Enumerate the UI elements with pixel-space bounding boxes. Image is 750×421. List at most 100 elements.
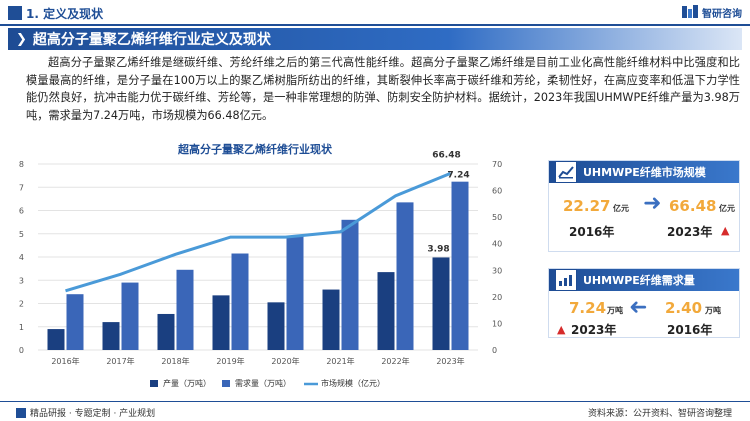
demand-right-value: 2.40	[665, 299, 703, 317]
x-tick-label: 2023年	[436, 356, 464, 366]
section-tag: 1. 定义及现状	[8, 4, 103, 22]
demand-card-title: UHMWPE纤维需求量	[583, 274, 695, 287]
legend-label: 需求量（万吨）	[235, 378, 291, 388]
combo-chart: 0 1 2 3 4 5 6 7 8 0 10 20 30 40 50 60 70 2016年 2017年 2018…	[19, 150, 502, 388]
demand-bar	[286, 236, 304, 350]
title-banner: ❯ 超高分子量聚乙烯纤维行业定义及现状	[8, 28, 742, 50]
market-size-card: UHMWPE纤维市场规模 22.27 亿元 2016年 ➜ 66.48 亿元 2…	[548, 160, 740, 252]
x-tick-label: 2022年	[381, 356, 409, 366]
market-line	[65, 171, 452, 293]
arrow-up-icon: ▲	[721, 224, 730, 237]
line-series	[65, 171, 452, 293]
chart-legend: 产量（万吨） 需求量（万吨） 市场规模（亿元）	[150, 378, 385, 388]
x-tick-label: 2021年	[326, 356, 354, 366]
production-data-label: 3.98	[427, 244, 449, 254]
market-to-value: 66.48	[669, 197, 717, 215]
brand: 智研咨询	[681, 4, 742, 20]
demand-bar	[396, 202, 414, 350]
production-bar	[377, 272, 395, 350]
market-to-year: 2023年	[667, 225, 713, 239]
left-tick-label: 2	[19, 300, 24, 309]
intro-paragraph: 超高分子量聚乙烯纤维是继碳纤维、芳纶纤维之后的第三代高性能纤维。超高分子量聚乙烯…	[26, 56, 740, 122]
left-tick-label: 1	[19, 323, 24, 332]
arrow-up-icon-2: ▲	[557, 323, 566, 336]
left-tick-label: 0	[19, 346, 24, 355]
demand-left-value: 7.24	[569, 299, 607, 317]
production-bar	[47, 329, 65, 350]
demand-data-label: 7.24	[447, 171, 469, 181]
right-tick-label: 60	[492, 187, 502, 196]
x-axis-ticks: 2016年 2017年 2018年 2019年 2020年 2021年 2022年 2023年	[51, 356, 464, 366]
right-tick-label: 20	[492, 293, 502, 302]
left-tick-label: 4	[19, 253, 24, 262]
market-to-unit: 亿元	[719, 204, 735, 213]
market-from-year: 2016年	[569, 225, 615, 239]
legend-swatch	[150, 380, 158, 387]
right-tick-label: 0	[492, 346, 497, 355]
banner-title: 超高分子量聚乙烯纤维行业定义及现状	[32, 32, 271, 48]
left-tick-label: 3	[19, 276, 24, 285]
line-chart-icon	[555, 161, 577, 183]
x-tick-label: 2019年	[216, 356, 244, 366]
right-tick-label: 10	[492, 319, 502, 328]
footer-source: 资料来源：公开资料、智研咨询整理	[587, 409, 732, 419]
chart-title: 超高分子量聚乙烯纤维行业现状	[178, 143, 332, 156]
footer-left: 精品研报 · 专题定制 · 产业规划	[16, 406, 155, 419]
right-tick-label: 50	[492, 213, 502, 222]
data-labels: 3.98 7.24 66.48	[427, 150, 469, 254]
arrow-left-icon: ➜	[629, 295, 648, 320]
footer: 精品研报 · 专题定制 · 产业规划 资料来源：公开资料、智研咨询整理	[0, 401, 750, 421]
x-tick-label: 2018年	[161, 356, 189, 366]
x-tick-label: 2016年	[51, 356, 79, 366]
section-marker-icon	[8, 6, 22, 20]
market-card-title: UHMWPE纤维市场规模	[583, 166, 706, 179]
bar-series	[47, 181, 469, 350]
demand-right-unit: 万吨	[705, 306, 721, 315]
top-divider	[0, 24, 750, 26]
demand-bar	[66, 294, 84, 350]
demand-card: UHMWPE纤维需求量 7.24 万吨 ▲ 2023年 ➜ 2.40 万吨 20…	[548, 268, 740, 338]
production-bar	[432, 257, 450, 350]
section-title: 1. 定义及现状	[26, 6, 104, 21]
market-from-value: 22.27	[563, 197, 611, 215]
x-tick-label: 2020年	[271, 356, 299, 366]
footer-tagline: 精品研报 · 专题定制 · 产业规划	[30, 409, 156, 419]
production-bar	[102, 322, 120, 350]
chevron-right-icon: ❯	[16, 31, 27, 47]
demand-bar	[341, 219, 359, 350]
right-tick-label: 40	[492, 240, 502, 249]
market-data-label: 66.48	[432, 150, 460, 160]
left-tick-label: 6	[19, 207, 24, 216]
demand-bar	[451, 181, 469, 350]
legend-label: 市场规模（亿元）	[321, 378, 385, 388]
brand-name: 智研咨询	[702, 8, 742, 20]
production-bar	[212, 295, 230, 350]
demand-left-unit: 万吨	[607, 306, 623, 315]
left-tick-label: 8	[19, 160, 24, 169]
right-tick-label: 30	[492, 266, 502, 275]
legend-label: 产量（万吨）	[163, 378, 211, 388]
demand-card-header: UHMWPE纤维需求量	[549, 269, 739, 291]
footer-marker-icon	[16, 407, 26, 418]
demand-right-year: 2016年	[667, 323, 713, 337]
brand-logo-icon	[682, 5, 698, 18]
production-bar	[267, 302, 285, 350]
bar-chart-icon	[555, 269, 577, 291]
right-tick-label: 70	[492, 160, 502, 169]
left-axis-ticks: 0 1 2 3 4 5 6 7 8	[19, 160, 24, 355]
market-card-header: UHMWPE纤维市场规模	[549, 161, 739, 183]
top-bar: 1. 定义及现状 智研咨询	[0, 0, 750, 26]
demand-bar	[176, 269, 194, 350]
market-card-body: 22.27 亿元 2016年 ➜ 66.48 亿元 2023年 ▲	[549, 183, 739, 239]
right-axis-ticks: 0 10 20 30 40 50 60 70	[492, 160, 502, 355]
demand-card-body: 7.24 万吨 ▲ 2023年 ➜ 2.40 万吨 2016年	[549, 291, 739, 339]
production-bar	[157, 313, 175, 350]
production-bar	[322, 289, 340, 350]
demand-bar	[231, 253, 249, 350]
left-tick-label: 5	[19, 230, 24, 239]
arrow-right-icon: ➜	[643, 191, 662, 216]
left-tick-label: 7	[19, 183, 24, 192]
legend-swatch	[222, 380, 230, 387]
market-from-unit: 亿元	[613, 204, 629, 213]
x-tick-label: 2017年	[106, 356, 134, 366]
